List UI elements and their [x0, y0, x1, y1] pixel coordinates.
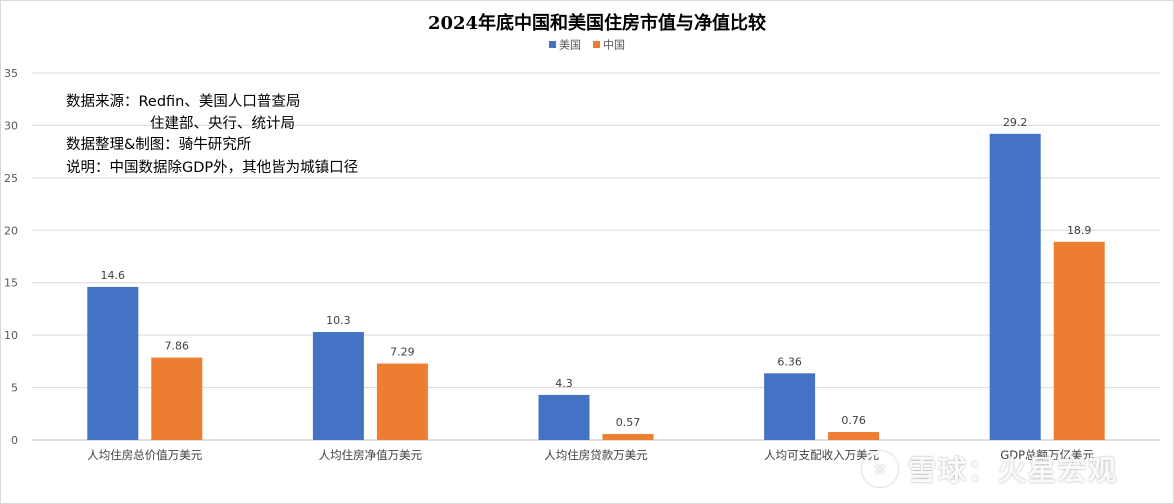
x-tick-label: 人均住房净值万美元 [319, 448, 423, 462]
y-tick-label: 30 [4, 119, 18, 132]
bar-us-0 [87, 286, 139, 440]
data-label: 14.6 [101, 269, 126, 282]
annotation-note: 说明：中国数据除GDP外，其他皆为城镇口径 [66, 159, 358, 176]
data-label: 6.36 [777, 355, 802, 368]
legend-swatch-cn [593, 41, 600, 48]
gridlines [32, 72, 1160, 441]
legend-swatch-us [549, 41, 556, 48]
data-label: 7.29 [390, 346, 415, 359]
bar-cn-1 [376, 363, 428, 440]
y-tick-label: 0 [11, 434, 18, 447]
annotation-source: 数据来源：Redfin、美国人口普查局 [66, 93, 300, 110]
data-label: 4.3 [555, 377, 573, 390]
x-tick-label: 人均住房贷款万美元 [544, 448, 648, 462]
bar-us-1 [312, 331, 364, 440]
y-tick-label: 15 [4, 277, 18, 290]
data-label: 18.9 [1067, 224, 1092, 237]
y-axis: 0 5 10 15 20 25 30 35 [4, 67, 18, 447]
bar-cn-2 [602, 434, 654, 440]
annotation-author: 数据整理&制图：骑牛研究所 [66, 136, 251, 153]
x-tick-label: 人均可支配收入万美元 [764, 448, 879, 462]
data-label: 0.76 [841, 414, 866, 427]
bar-cn-0 [151, 357, 203, 440]
y-tick-label: 10 [4, 329, 18, 342]
legend-label: 中国 [603, 39, 625, 52]
legend: 美国 中国 [549, 39, 625, 52]
bars: 14.6 7.86 10.3 7.29 4.3 0.57 6.36 0.76 29.2 18.9 [87, 116, 1105, 440]
y-tick-label: 5 [11, 382, 18, 395]
data-label: 29.2 [1003, 116, 1028, 129]
x-axis: 人均住房总价值万美元 人均住房净值万美元 人均住房贷款万美元 人均可支配收入万美元 GD… [87, 448, 1094, 462]
legend-label: 美国 [559, 39, 581, 52]
chart-title: 2024年底中国和美国住房市值与净值比较 [428, 12, 766, 34]
x-tick-label: 人均住房总价值万美元 [87, 448, 202, 462]
y-tick-label: 35 [4, 67, 18, 80]
data-label: 10.3 [326, 314, 351, 327]
watermark-text: 雪球：火星宏观 [908, 454, 1119, 487]
y-tick-label: 25 [4, 172, 18, 185]
annotation-source-cont: 住建部、央行、统计局 [150, 115, 295, 132]
data-label: 0.57 [616, 416, 641, 429]
annotation-block: 数据来源：Redfin、美国人口普查局 住建部、央行、统计局 数据整理&制图：骑… [66, 93, 358, 176]
snowball-logo-icon: ✕ [862, 451, 898, 487]
data-label: 7.86 [165, 340, 190, 353]
x-tick-label: GDP总额万亿美元 [1000, 448, 1094, 462]
bar-cn-4 [1053, 241, 1105, 440]
watermark: ✕ 雪球：火星宏观 [862, 444, 1162, 494]
bar-us-4 [989, 133, 1041, 440]
y-tick-label: 20 [4, 224, 18, 237]
bar-us-2 [538, 394, 590, 440]
bar-cn-3 [828, 432, 880, 440]
bar-us-3 [764, 373, 816, 440]
